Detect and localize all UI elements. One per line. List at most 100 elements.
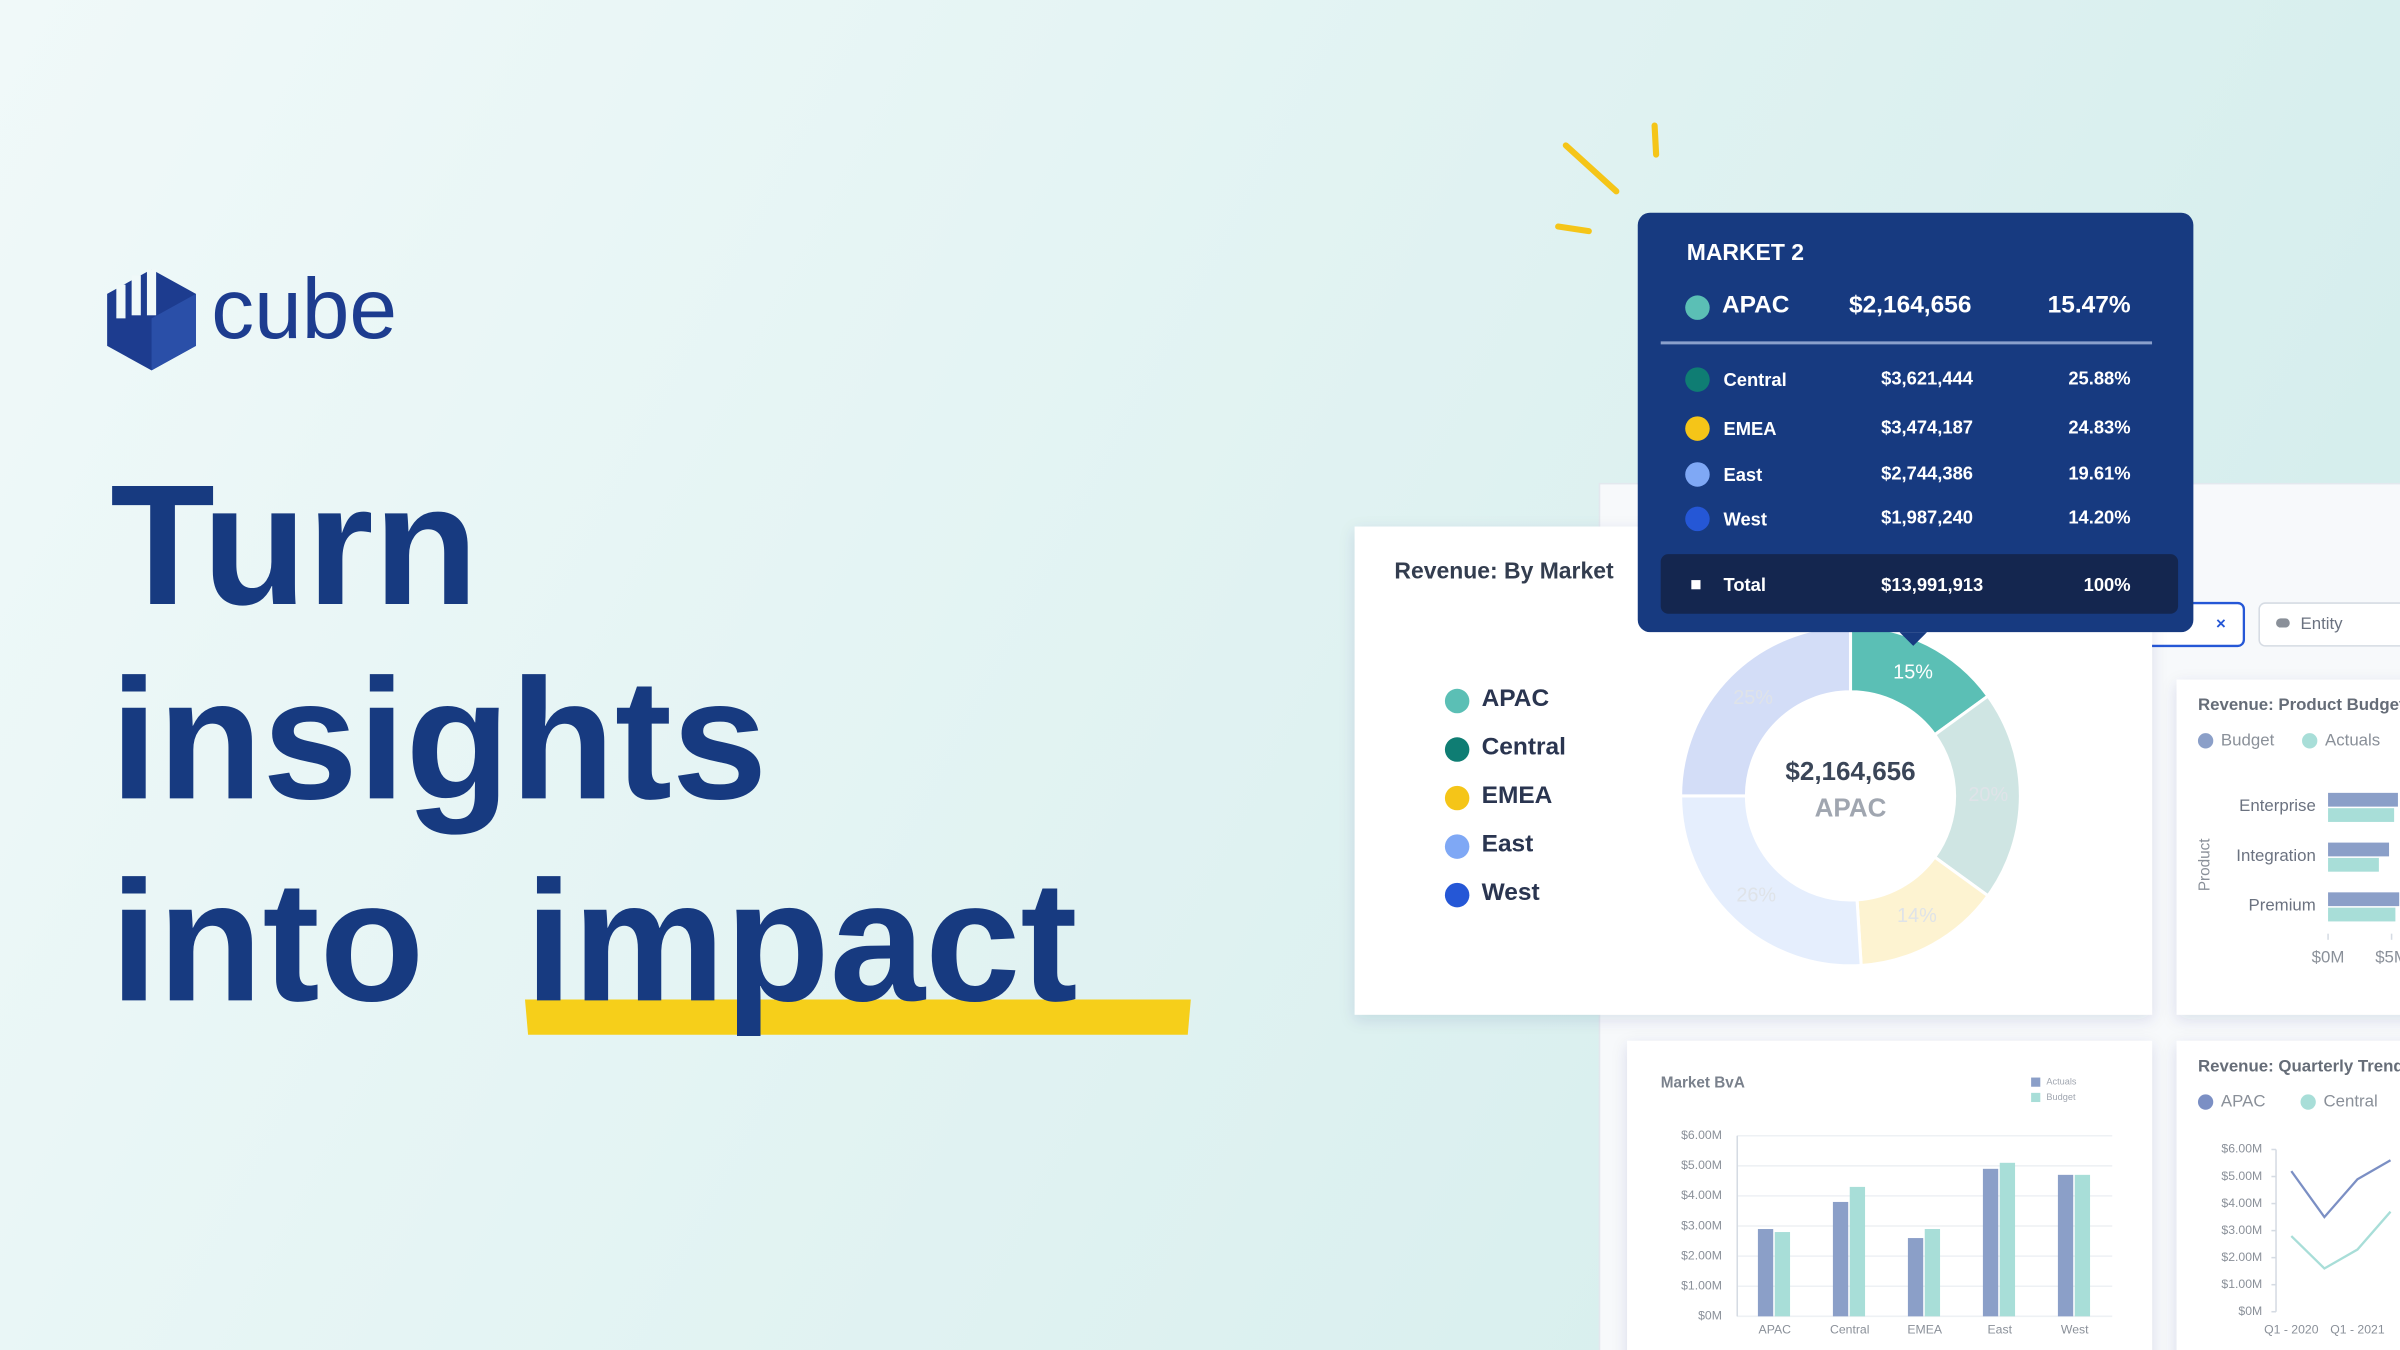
- data-label: 15%: [1893, 661, 1933, 683]
- filter-label[interactable]: Entity: [2301, 614, 2344, 633]
- data-label: 20%: [1968, 784, 2008, 806]
- sparkle: [1555, 122, 1660, 235]
- axis-label: Product: [2197, 838, 2214, 891]
- tooltip-name: East: [1723, 464, 1762, 485]
- y-tick-label: $4.00M: [1681, 1188, 1722, 1202]
- bar: [1999, 1162, 2016, 1317]
- legend-dot: [2197, 1094, 2214, 1110]
- tooltip-pct: 100%: [2084, 574, 2131, 595]
- legend-label: Central: [1482, 733, 1566, 760]
- tooltip-name: EMEA: [1723, 418, 1776, 439]
- bar: [2328, 907, 2396, 922]
- legend-label: West: [1482, 879, 1540, 906]
- tooltip-value: $1,987,240: [1881, 507, 1973, 528]
- legend-label: East: [1482, 831, 1534, 858]
- legend-dot: [1685, 462, 1710, 487]
- chart-title: Market BvA: [1661, 1075, 1745, 1092]
- x-tick-label: APAC: [1759, 1322, 1792, 1336]
- bar: [2328, 792, 2398, 807]
- total-row: [1660, 554, 2179, 614]
- x-tick-label: East: [1988, 1322, 2013, 1336]
- y-tick-label: Integration: [2236, 846, 2316, 865]
- x-tick-label: $0M: [2312, 948, 2345, 967]
- y-tick-label: $3.00M: [2221, 1223, 2262, 1237]
- tooltip-pct: 24.83%: [2068, 416, 2130, 437]
- tooltip-name: Total: [1723, 574, 1766, 595]
- bar: [1907, 1238, 1924, 1317]
- bar: [2328, 857, 2379, 872]
- tooltip-name: West: [1723, 508, 1767, 529]
- bar: [2328, 808, 2395, 822]
- tooltip-value: $3,474,187: [1881, 416, 1973, 437]
- bar: [2328, 892, 2400, 907]
- legend-label: Actuals: [2046, 1077, 2076, 1087]
- tooltip-pointer: [1899, 632, 1928, 646]
- filter-clear[interactable]: ×: [2216, 614, 2226, 633]
- legend-label: Actuals: [2325, 730, 2380, 749]
- y-tick-label: $4.00M: [2221, 1196, 2262, 1210]
- bar: [1849, 1186, 1866, 1317]
- x-tick-label: $5M: [2375, 948, 2400, 967]
- legend-dot: [1444, 688, 1470, 714]
- donut-segment: [1679, 794, 1863, 968]
- legend-dot: [2197, 733, 2214, 749]
- legend-dot: [1444, 882, 1470, 908]
- chip-icon: [2276, 618, 2290, 628]
- center-value: $2,164,656: [1785, 756, 1915, 786]
- charts: Revenue: By Market APAC Central EMEA East Wes…: [1394, 558, 2400, 1337]
- data-label: 25%: [1733, 687, 1773, 709]
- bar: [1982, 1168, 1999, 1317]
- y-tick-label: $6.00M: [1681, 1128, 1722, 1142]
- y-tick-label: $5.00M: [1681, 1158, 1722, 1172]
- total-marker: [1691, 580, 1701, 590]
- tooltip-name: Central: [1723, 369, 1786, 390]
- data-label: 14%: [1897, 905, 1937, 927]
- y-tick-label: $1.00M: [1681, 1278, 1722, 1292]
- legend-dot: [1685, 506, 1710, 532]
- tooltip-pct: 25.88%: [2068, 367, 2130, 388]
- tooltip-value: $13,991,913: [1881, 574, 1983, 595]
- legend-dot: [1444, 785, 1470, 811]
- logo: [107, 269, 196, 371]
- legend-dot: [2302, 733, 2318, 749]
- line: [2290, 1210, 2392, 1270]
- tooltip-title: MARKET 2: [1687, 239, 1804, 265]
- headline: impact: [525, 846, 1077, 1037]
- y-tick-label: $5.00M: [2221, 1169, 2262, 1183]
- bar: [1832, 1201, 1849, 1317]
- legend-dot: [1685, 367, 1710, 392]
- tooltip-pct: 19.61%: [2068, 462, 2130, 483]
- y-tick-label: $3.00M: [1681, 1218, 1722, 1232]
- x-tick-label: Q1 - 2021: [2330, 1322, 2385, 1336]
- data-label: 26%: [1736, 885, 1776, 907]
- tooltip-value: $2,744,386: [1881, 462, 1973, 483]
- tooltip: MARKET 2 APAC $2,164,656 15.47% Central $3,6…: [1637, 212, 2194, 646]
- bar: [1757, 1229, 1774, 1317]
- bar: [2057, 1174, 2074, 1317]
- y-tick-label: $2.00M: [2221, 1250, 2262, 1264]
- y-tick-label: Enterprise: [2239, 796, 2316, 815]
- logo-text: cube: [211, 261, 397, 357]
- headline: insights: [110, 644, 767, 835]
- x-tick-label: West: [2061, 1322, 2089, 1336]
- legend-label: APAC: [2221, 1091, 2266, 1110]
- tooltip-name: APAC: [1722, 292, 1790, 319]
- center-label: APAC: [1815, 793, 1887, 823]
- x-tick-label: EMEA: [1907, 1322, 1943, 1336]
- tooltip-value: $2,164,656: [1849, 292, 1971, 319]
- card: [2176, 1040, 2400, 1350]
- legend-swatch: [2031, 1092, 2041, 1103]
- legend-label: Budget: [2046, 1092, 2076, 1102]
- legend-swatch: [2031, 1077, 2041, 1087]
- bar: [2074, 1174, 2091, 1317]
- tooltip-pct: 14.20%: [2068, 507, 2130, 528]
- legend-label: Budget: [2221, 730, 2275, 749]
- legend-label: APAC: [1482, 685, 1550, 712]
- filter-chip[interactable]: [2258, 602, 2400, 647]
- x-tick-label: Q1 - 2020: [2264, 1322, 2319, 1336]
- tooltip-box: [1637, 212, 2194, 633]
- line: [2290, 1159, 2392, 1219]
- legend-dot: [1685, 295, 1710, 320]
